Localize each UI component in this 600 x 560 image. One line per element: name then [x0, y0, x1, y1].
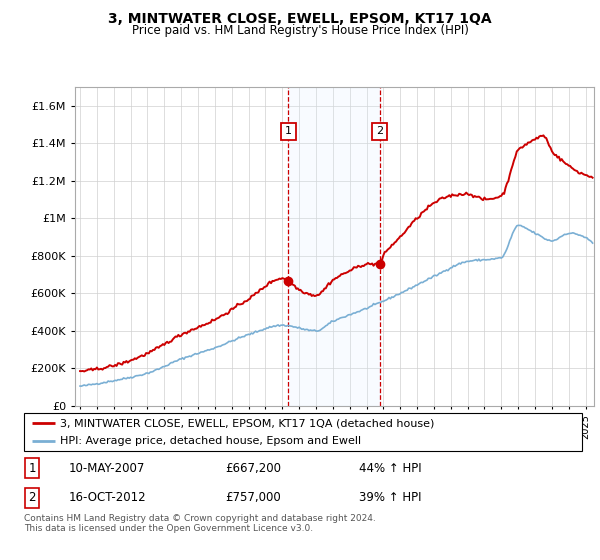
Text: HPI: Average price, detached house, Epsom and Ewell: HPI: Average price, detached house, Epso…	[60, 436, 361, 446]
Text: 10-MAY-2007: 10-MAY-2007	[68, 461, 145, 475]
Text: This data is licensed under the Open Government Licence v3.0.: This data is licensed under the Open Gov…	[24, 524, 313, 533]
Text: £757,000: £757,000	[225, 491, 281, 505]
Text: 1: 1	[285, 127, 292, 137]
Text: 2: 2	[376, 127, 383, 137]
Text: 2: 2	[29, 491, 36, 505]
Text: 1: 1	[29, 461, 36, 475]
Text: Contains HM Land Registry data © Crown copyright and database right 2024.: Contains HM Land Registry data © Crown c…	[24, 514, 376, 523]
Text: £667,200: £667,200	[225, 461, 281, 475]
Text: 44% ↑ HPI: 44% ↑ HPI	[359, 461, 421, 475]
Text: Price paid vs. HM Land Registry's House Price Index (HPI): Price paid vs. HM Land Registry's House …	[131, 24, 469, 37]
Text: 16-OCT-2012: 16-OCT-2012	[68, 491, 146, 505]
FancyBboxPatch shape	[24, 413, 582, 451]
Text: 3, MINTWATER CLOSE, EWELL, EPSOM, KT17 1QA: 3, MINTWATER CLOSE, EWELL, EPSOM, KT17 1…	[108, 12, 492, 26]
Text: 39% ↑ HPI: 39% ↑ HPI	[359, 491, 421, 505]
Text: 3, MINTWATER CLOSE, EWELL, EPSOM, KT17 1QA (detached house): 3, MINTWATER CLOSE, EWELL, EPSOM, KT17 1…	[60, 418, 434, 428]
Bar	[289, 87, 380, 406]
